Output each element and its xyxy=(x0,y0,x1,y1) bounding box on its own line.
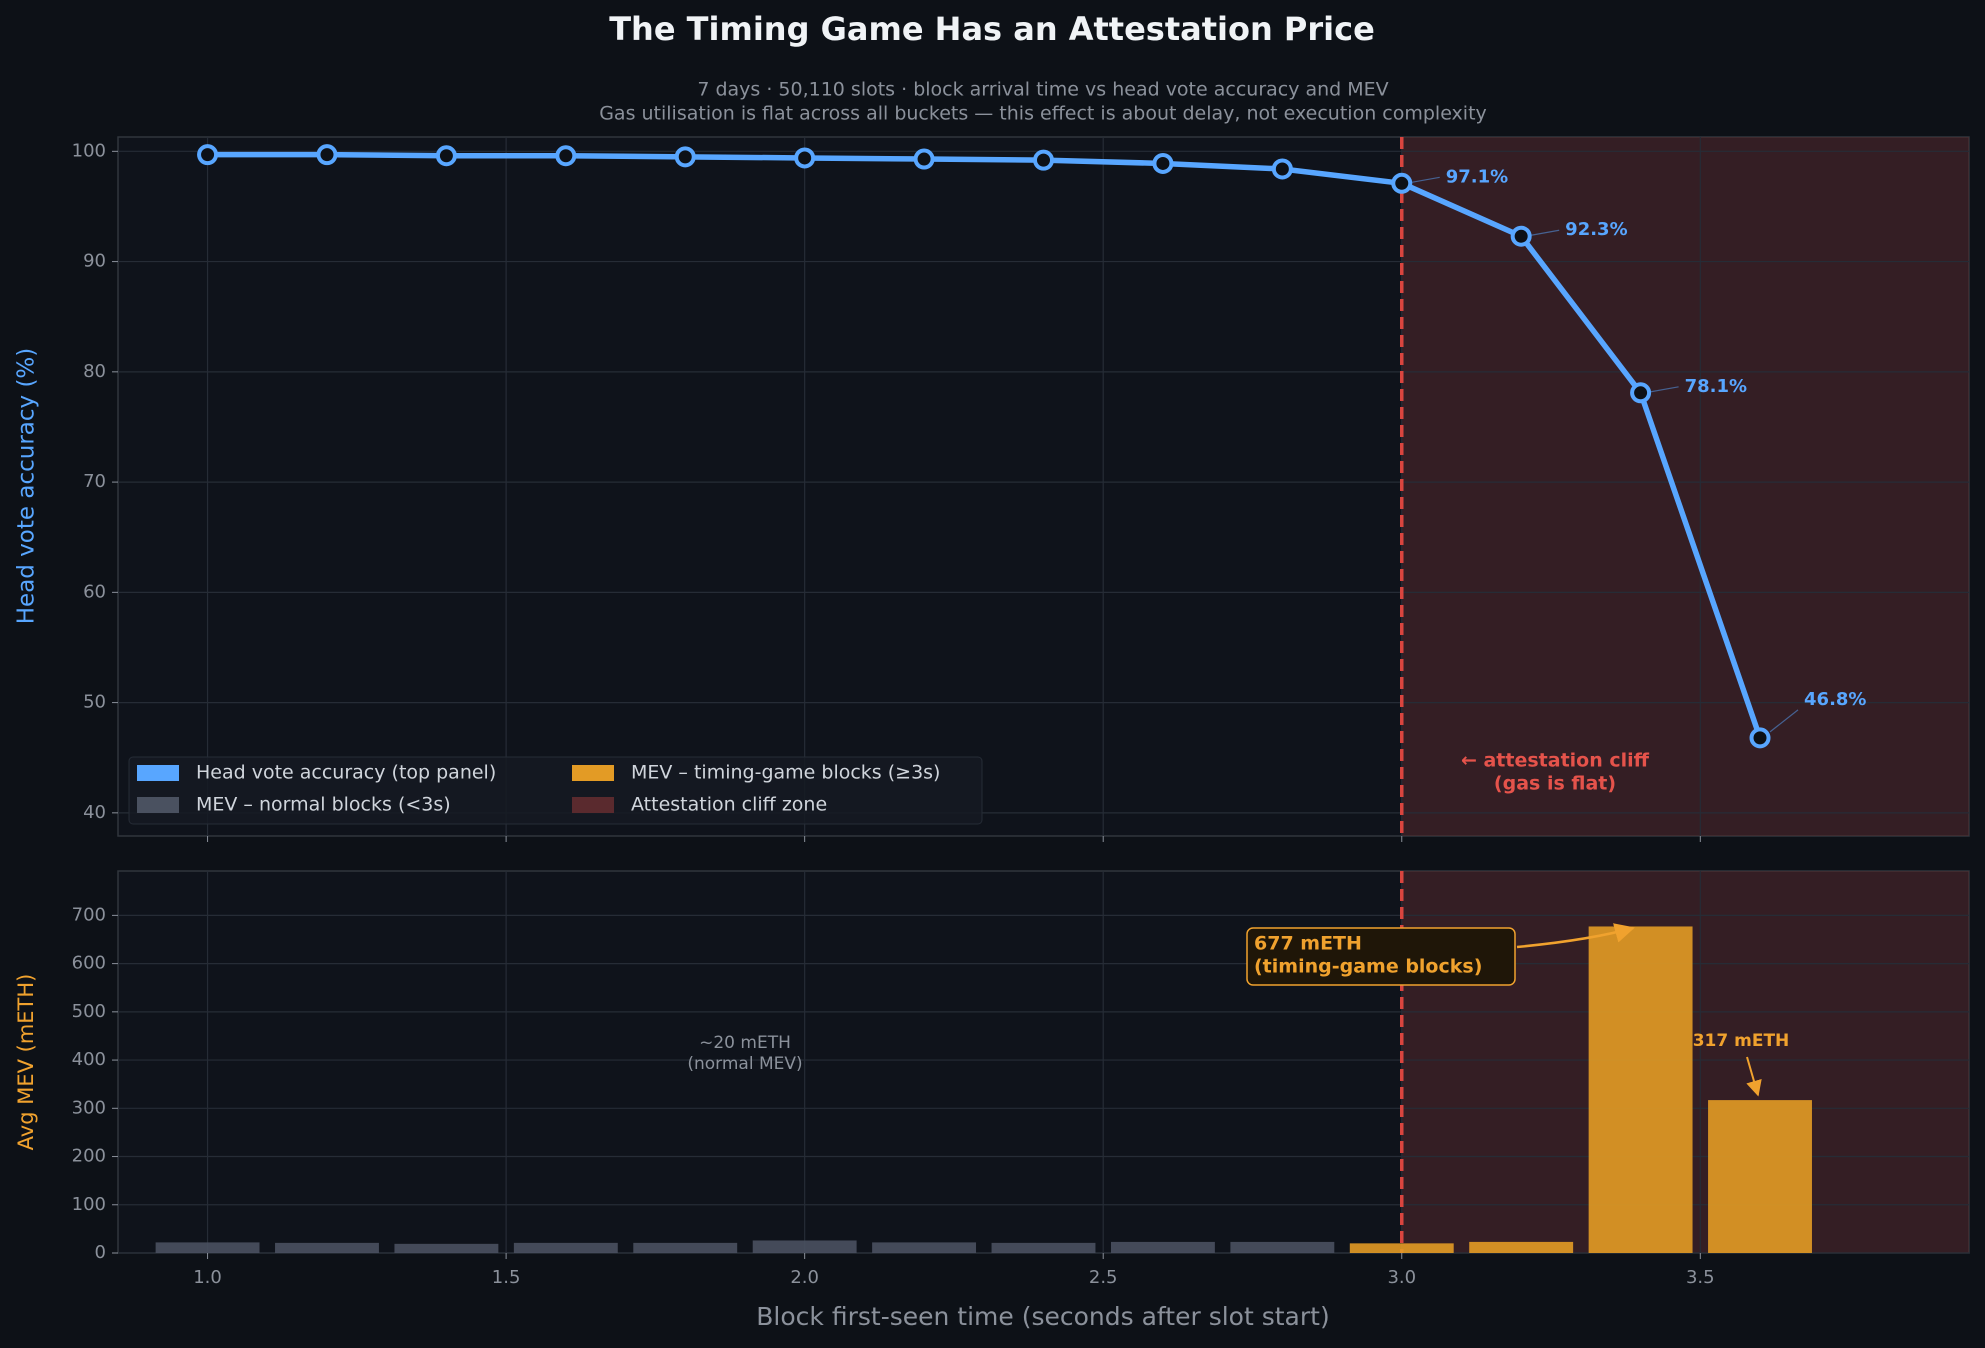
bar xyxy=(394,1243,499,1253)
bar xyxy=(275,1242,379,1253)
legend-swatch xyxy=(572,797,614,813)
annotation: (gas is flat) xyxy=(1494,773,1616,795)
bar xyxy=(1349,1243,1454,1253)
annotation-arrow xyxy=(1516,923,1635,949)
bar xyxy=(513,1242,618,1253)
y-tick-label: 200 xyxy=(72,1146,106,1167)
y-tick-label: 700 xyxy=(72,904,106,925)
y-tick-label: 40 xyxy=(83,802,106,823)
bar xyxy=(1110,1241,1215,1253)
annotation: ~20 mETH xyxy=(699,1033,791,1053)
y-tick-label: 60 xyxy=(83,581,106,602)
x-axis-label: Block first-seen time (seconds after slo… xyxy=(756,1302,1329,1331)
annotation: 317 mETH xyxy=(1693,1031,1790,1051)
annotation: (timing-game blocks) xyxy=(1254,956,1482,978)
legend: Head vote accuracy (top panel) MEV – norm… xyxy=(128,756,983,825)
bar xyxy=(1469,1241,1574,1253)
data-label: 46.8% xyxy=(1804,689,1866,710)
line xyxy=(207,151,1763,739)
data-label: 92.3% xyxy=(1565,219,1627,240)
y-axis-label: Avg MEV (mETH) xyxy=(14,974,38,1151)
subtitle: 7 days · 50,110 slots · block arrival ti… xyxy=(697,79,1388,101)
marker xyxy=(197,144,219,166)
y-tick-label: 400 xyxy=(72,1049,106,1070)
marker xyxy=(1510,225,1532,247)
x-tick-label: 1.5 xyxy=(492,1267,521,1288)
x-tick-label: 3.5 xyxy=(1686,1267,1715,1288)
annotation: 677 mETH xyxy=(1254,933,1362,955)
y-tick-label: 70 xyxy=(83,471,106,492)
data-label: 78.1% xyxy=(1685,376,1747,397)
label-leader xyxy=(1650,386,1679,393)
x-tick-label: 3.0 xyxy=(1387,1267,1416,1288)
marker xyxy=(1391,172,1413,194)
label-leader xyxy=(1411,176,1440,183)
legend-swatch xyxy=(137,765,179,781)
bar xyxy=(155,1242,260,1253)
marker xyxy=(1033,149,1054,171)
marker xyxy=(913,148,935,170)
bar xyxy=(633,1242,738,1253)
legend-label: MEV – normal blocks (<3s) xyxy=(196,794,451,816)
legend-box xyxy=(128,756,983,825)
y-tick-label: 600 xyxy=(72,953,106,974)
annotation: ← attestation cliff xyxy=(1461,750,1650,772)
cliff-zone xyxy=(1401,137,1969,836)
legend-swatch xyxy=(572,765,614,781)
legend-label: Head vote accuracy (top panel) xyxy=(196,762,496,784)
data-label: 97.1% xyxy=(1446,166,1508,187)
marker xyxy=(316,144,338,166)
label-leader xyxy=(1769,709,1799,733)
bar xyxy=(1230,1241,1335,1253)
marker xyxy=(1630,382,1652,404)
marker xyxy=(674,146,696,168)
marker xyxy=(1271,158,1293,180)
bar xyxy=(752,1240,857,1253)
annotation-box xyxy=(1246,927,1516,986)
y-tick-label: 500 xyxy=(72,1001,106,1022)
legend-label: Attestation cliff zone xyxy=(631,794,827,816)
legend-swatch xyxy=(137,797,179,813)
annotation: (normal MEV) xyxy=(687,1054,802,1074)
y-tick-label: 90 xyxy=(83,251,106,272)
x-tick-label: 2.0 xyxy=(790,1267,819,1288)
y-tick-label: 50 xyxy=(83,692,106,713)
marker xyxy=(1152,152,1174,174)
chart-title: The Timing Game Has an Attestation Price xyxy=(609,10,1375,48)
marker xyxy=(1749,727,1771,749)
marker xyxy=(435,145,457,167)
y-tick-label: 0 xyxy=(95,1242,106,1263)
legend-label: MEV – timing-game blocks (≥3s) xyxy=(631,762,940,784)
y-tick-label: 80 xyxy=(83,361,106,382)
bar xyxy=(1588,926,1693,1253)
marker xyxy=(794,147,816,169)
x-tick-label: 2.5 xyxy=(1089,1267,1118,1288)
marker xyxy=(555,145,577,167)
subtitle: Gas utilisation is flat across all bucke… xyxy=(599,103,1487,125)
bar xyxy=(1708,1100,1812,1253)
y-tick-label: 100 xyxy=(72,1194,106,1215)
x-tick-label: 1.0 xyxy=(193,1267,222,1288)
y-axis-label: Head vote accuracy (%) xyxy=(14,348,40,625)
y-tick-label: 100 xyxy=(72,140,106,161)
y-tick-label: 300 xyxy=(72,1097,106,1118)
bar xyxy=(991,1242,1096,1253)
label-leader xyxy=(1531,229,1560,236)
bar xyxy=(872,1242,977,1253)
annotation-arrow xyxy=(1746,1056,1762,1097)
